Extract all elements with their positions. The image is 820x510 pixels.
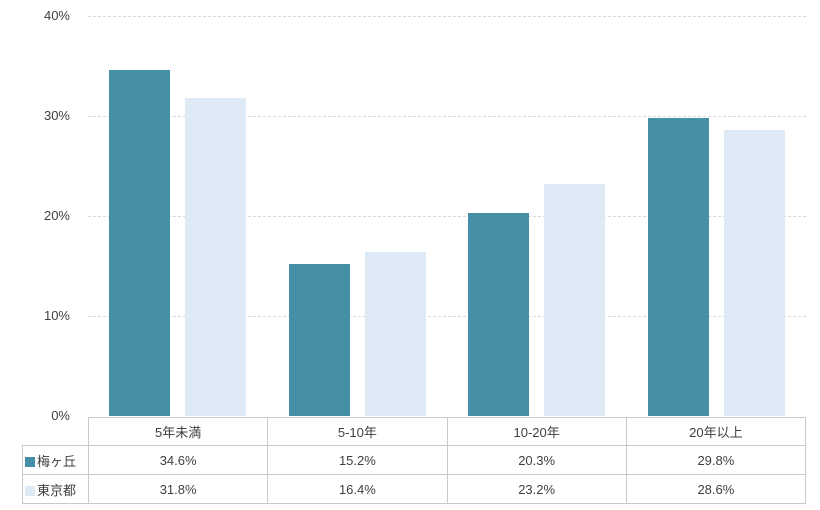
legend-swatch [25, 456, 35, 467]
gridline [88, 316, 806, 317]
table-header-row: 5年未満 5-10年 10-20年 20年以上 [23, 417, 807, 446]
category-header-cell: 10-20年 [446, 417, 627, 446]
bar-series-1-cat-1 [109, 70, 171, 416]
legend-cell: 東京都 [22, 474, 89, 504]
value-cell: 28.6% [625, 474, 807, 504]
table-row: 東京都 31.8% 16.4% 23.2% 28.6% [22, 474, 807, 504]
value-cell: 23.2% [446, 474, 627, 504]
bar-series-2-cat-1 [185, 98, 247, 416]
bar-series-1-cat-2 [288, 264, 350, 416]
category-header-cell: 20年以上 [625, 417, 807, 446]
legend-swatch [25, 485, 35, 496]
y-tick-label: 0% [51, 408, 70, 423]
value-cell: 29.8% [625, 445, 807, 475]
bar-series-2-cat-3 [544, 184, 606, 416]
gridline [88, 216, 806, 217]
value-cell: 34.6% [87, 445, 269, 475]
y-tick-label: 10% [43, 308, 70, 323]
bar-series-1-cat-3 [468, 213, 530, 416]
series-label: 東京都 [37, 482, 77, 498]
bar-series-2-cat-2 [364, 252, 426, 416]
value-cell: 15.2% [267, 445, 448, 475]
bar-series-2-cat-4 [723, 130, 785, 416]
table-body: 梅ヶ丘 34.6% 15.2% 20.3% 29.8% 東京都 31.8% 16.4% 23.2… [22, 445, 807, 504]
category-header-cell: 5-10年 [267, 417, 448, 446]
data-table: 5年未満 5-10年 10-20年 20年以上 梅ヶ丘 34.6% 15.2% 20.3% 2… [22, 417, 807, 504]
series-label: 梅ヶ丘 [37, 453, 77, 469]
gridline [88, 116, 806, 117]
bar-group-1 [88, 16, 268, 416]
plot-area [88, 16, 806, 416]
value-cell: 20.3% [446, 445, 627, 475]
bar-group-4 [627, 16, 807, 416]
bar-group-2 [268, 16, 448, 416]
legend-cell: 梅ヶ丘 [22, 445, 89, 475]
category-header-cell: 5年未満 [87, 417, 269, 446]
y-tick-label: 40% [43, 8, 70, 23]
table-corner-cell [23, 418, 89, 446]
value-cell: 16.4% [267, 474, 448, 504]
y-tick-label: 20% [43, 208, 70, 223]
gridline [88, 16, 806, 17]
bar-group-3 [447, 16, 627, 416]
value-cell: 31.8% [87, 474, 269, 504]
y-tick-label: 30% [43, 108, 70, 123]
table-row: 梅ヶ丘 34.6% 15.2% 20.3% 29.8% [22, 445, 807, 475]
bar-series-1-cat-4 [647, 118, 709, 416]
